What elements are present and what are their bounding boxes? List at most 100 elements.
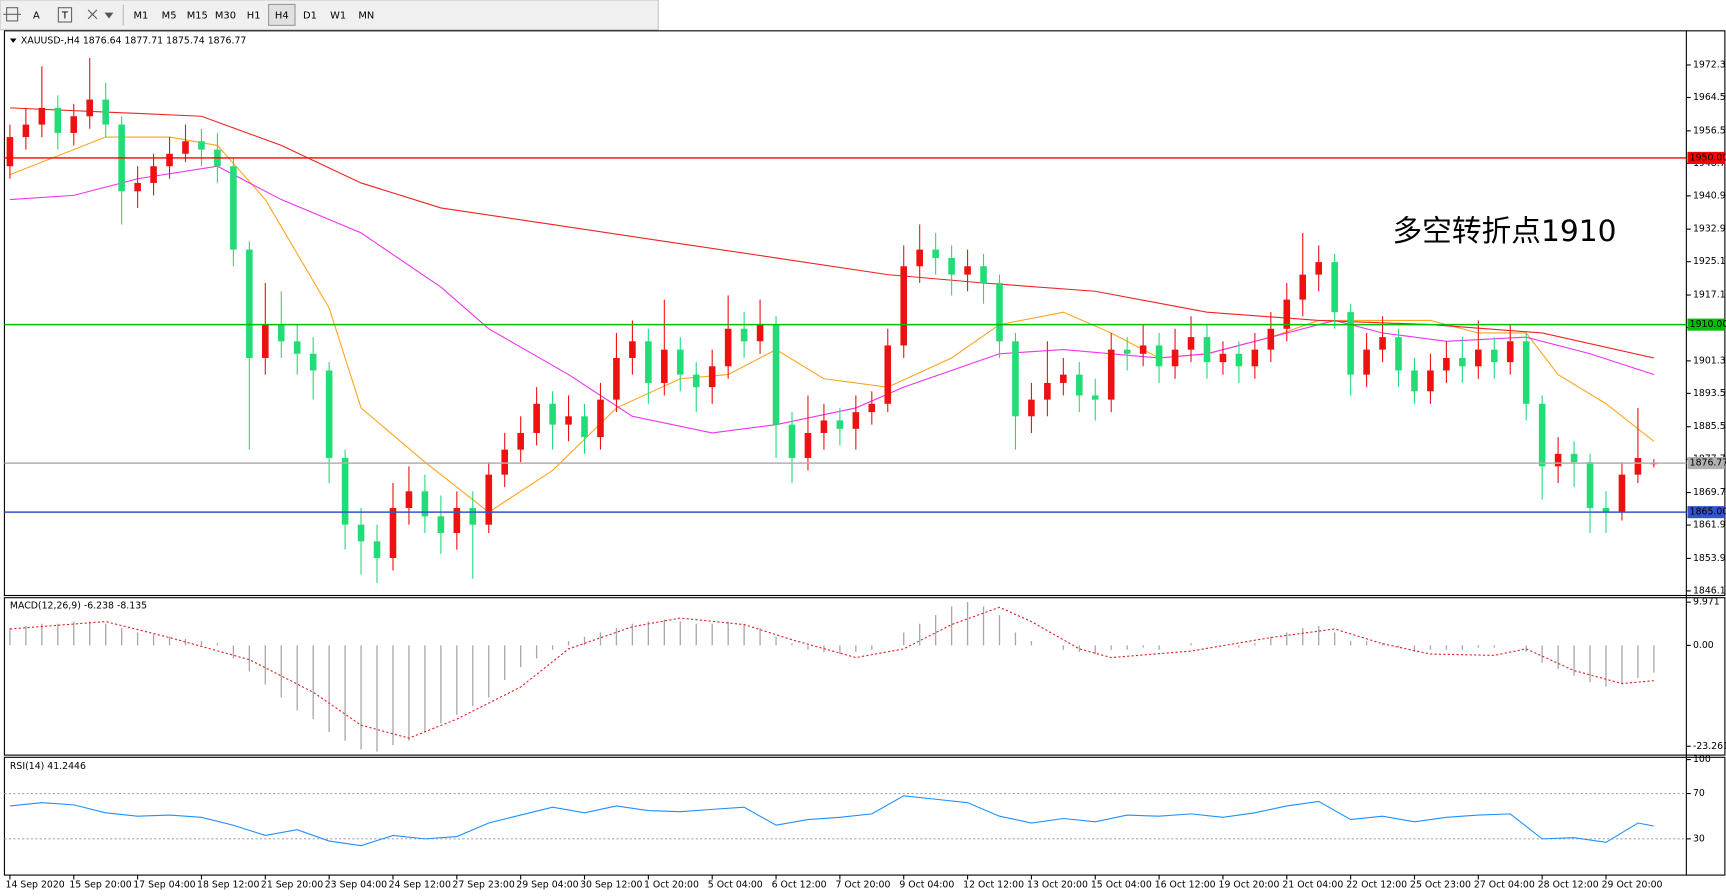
candle-body bbox=[1443, 357, 1450, 371]
candle-body bbox=[405, 491, 413, 508]
x-tick-label: 23 Sep 04:00 bbox=[325, 879, 387, 890]
candle-body bbox=[309, 353, 317, 371]
candle-body bbox=[293, 341, 301, 354]
candle-body bbox=[150, 166, 157, 183]
candle-body bbox=[996, 282, 1003, 342]
x-tick-label: 9 Oct 04:00 bbox=[899, 879, 954, 890]
timeframe-button[interactable]: M15 bbox=[187, 10, 208, 21]
candle-body bbox=[1331, 262, 1338, 313]
candle-body bbox=[964, 266, 971, 275]
timeframe-button[interactable]: M5 bbox=[162, 10, 177, 21]
candle-body bbox=[6, 137, 14, 167]
menu-arrow[interactable] bbox=[9, 38, 17, 43]
macd-value: -6.238 bbox=[84, 600, 114, 611]
x-tick-label: 25 Oct 23:00 bbox=[1410, 879, 1471, 890]
candle-body bbox=[613, 357, 620, 400]
level-label: 1950.00 bbox=[1690, 152, 1726, 163]
candle-body bbox=[629, 341, 636, 358]
candle-body bbox=[1091, 395, 1099, 400]
candle-body bbox=[230, 166, 237, 250]
level-label-bg bbox=[1687, 151, 1725, 164]
candle-body bbox=[86, 99, 94, 117]
x-tick-label: 6 Oct 12:00 bbox=[772, 879, 827, 890]
candle-body bbox=[1522, 341, 1530, 404]
candle-body bbox=[661, 349, 668, 383]
candle-body bbox=[453, 507, 461, 533]
candle-body bbox=[916, 249, 923, 267]
y-tick-label: 0.00 bbox=[1693, 640, 1714, 651]
candle-body bbox=[1586, 462, 1594, 508]
candle-body bbox=[1475, 349, 1482, 367]
candle-body bbox=[533, 403, 540, 433]
candle-body bbox=[1203, 337, 1211, 363]
y-tick-label: 1901.30 bbox=[1693, 355, 1726, 366]
indicator-name: RSI(14) bbox=[10, 761, 44, 772]
candle-body bbox=[772, 324, 780, 425]
y-tick-label: 1940.90 bbox=[1693, 190, 1726, 201]
candle-body bbox=[373, 541, 381, 558]
y-tick-label: 1861.90 bbox=[1693, 520, 1726, 531]
timeframe-button[interactable]: M30 bbox=[215, 10, 236, 21]
candle-body bbox=[1060, 374, 1067, 383]
timeframe-button[interactable]: W1 bbox=[330, 10, 346, 21]
candle-body bbox=[1634, 457, 1642, 475]
rsi-panel bbox=[3, 756, 1726, 876]
toolbar: A T M1 M5 M15 M30 H1 H4 D1 W1 MN bbox=[0, 0, 659, 31]
candle-body bbox=[22, 124, 30, 138]
x-tick-label: 14 Sep 2020 bbox=[6, 879, 65, 890]
candle-body bbox=[1187, 337, 1195, 350]
candle-body bbox=[980, 266, 987, 283]
objects-icon[interactable] bbox=[87, 9, 114, 20]
x-tick-label: 22 Oct 12:00 bbox=[1346, 879, 1407, 890]
candle-body bbox=[581, 416, 588, 438]
rsi-header: RSI(14) 41.2446 bbox=[10, 761, 86, 772]
y-tick-label: 70 bbox=[1693, 788, 1705, 799]
candle-body bbox=[1363, 349, 1370, 375]
candle-body bbox=[1028, 399, 1035, 417]
candle-body bbox=[357, 524, 365, 542]
candle-body bbox=[932, 249, 939, 258]
close: 1876.77 bbox=[208, 35, 247, 46]
tool-label[interactable]: T bbox=[61, 10, 69, 21]
timeframe-button[interactable]: D1 bbox=[303, 10, 317, 21]
indicator-name: MACD(12,26,9) bbox=[10, 600, 81, 611]
x-tick-label: 29 Sep 04:00 bbox=[516, 879, 578, 890]
candle-body bbox=[1490, 349, 1498, 363]
signal-line bbox=[9, 606, 1654, 739]
candle-body bbox=[38, 107, 46, 125]
timeframe-button[interactable]: MN bbox=[358, 10, 374, 21]
candle-body bbox=[756, 324, 764, 342]
candle-body bbox=[708, 366, 716, 388]
candle-body bbox=[948, 257, 955, 275]
candle-body bbox=[389, 507, 397, 558]
tool-text[interactable]: A bbox=[33, 10, 40, 21]
high: 1877.71 bbox=[124, 35, 163, 46]
candle-body bbox=[1554, 453, 1562, 467]
candle-body bbox=[1395, 337, 1402, 371]
annotation: 多空转折点1910 bbox=[1392, 214, 1616, 249]
candle-body bbox=[788, 424, 796, 458]
candle-body bbox=[421, 491, 429, 517]
y-tick-label: 1956.50 bbox=[1693, 125, 1726, 136]
timeframe-button[interactable]: M1 bbox=[134, 10, 149, 21]
y-tick-label: 1925.10 bbox=[1693, 256, 1726, 267]
candle-body bbox=[1459, 357, 1466, 367]
rsi-value: 41.2446 bbox=[47, 761, 86, 772]
signal-value: -8.135 bbox=[117, 600, 147, 611]
candle-body bbox=[1315, 262, 1323, 275]
y-tick-label: 1932.90 bbox=[1693, 224, 1726, 235]
candle-body bbox=[1602, 507, 1610, 513]
x-tick-label: 28 Oct 12:00 bbox=[1538, 879, 1599, 890]
level-label: 1876.77 bbox=[1690, 458, 1726, 469]
timeframe-button[interactable]: H4 bbox=[275, 10, 289, 21]
x-tick-label: 7 Oct 20:00 bbox=[835, 879, 890, 890]
candle-body bbox=[182, 141, 189, 154]
candle-body bbox=[740, 328, 748, 342]
candle-body bbox=[852, 412, 860, 429]
timeframe-button[interactable]: H1 bbox=[247, 10, 261, 21]
main-panel bbox=[3, 30, 1726, 597]
x-tick-label: 21 Sep 20:00 bbox=[261, 879, 323, 890]
candle-body bbox=[1251, 349, 1259, 367]
